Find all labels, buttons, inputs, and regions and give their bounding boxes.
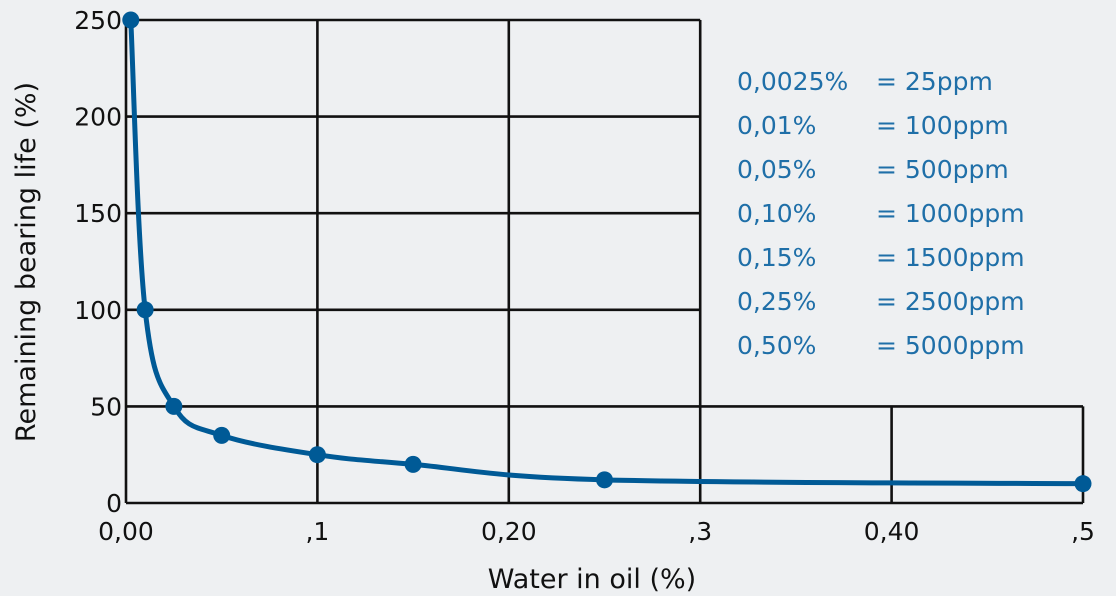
legend-percent: 0,0025% <box>737 67 848 96</box>
data-point <box>122 11 140 29</box>
legend-percent: 0,05% <box>737 155 816 184</box>
y-tick-label: 200 <box>74 103 122 132</box>
legend-ppm: = 2500ppm <box>876 287 1025 316</box>
y-axis-title: Remaining bearing life (%) <box>11 82 42 442</box>
x-tick-labels: 0,00 ,1 0,20 ,3 0,40 ,5 <box>98 517 1095 546</box>
y-tick-label: 250 <box>74 6 122 35</box>
data-point <box>213 426 231 444</box>
x-tick-label: 0,40 <box>864 517 920 546</box>
legend-percent: 0,25% <box>737 287 816 316</box>
y-tick-label: 150 <box>74 199 122 228</box>
y-tick-labels: 0 50 100 150 200 250 <box>74 6 122 518</box>
conversion-legend: 0,0025% = 25ppm 0,01% = 100ppm 0,05% = 500ppm… <box>737 67 1025 360</box>
legend-ppm: = 500ppm <box>876 155 1009 184</box>
data-point <box>136 301 154 319</box>
legend-percent: 0,15% <box>737 243 816 272</box>
data-point <box>308 446 326 464</box>
x-axis-title: Water in oil (%) <box>488 564 696 595</box>
x-tick-label: ,3 <box>688 517 712 546</box>
legend-ppm: = 1500ppm <box>876 243 1025 272</box>
data-point <box>165 397 183 415</box>
legend-percent: 0,50% <box>737 331 816 360</box>
legend-ppm: = 5000ppm <box>876 331 1025 360</box>
legend-percent: 0,10% <box>737 199 816 228</box>
legend-ppm: = 25ppm <box>876 67 993 96</box>
axes <box>124 20 1083 505</box>
y-tick-label: 50 <box>90 392 122 421</box>
data-point <box>596 471 613 489</box>
x-tick-label: 0,00 <box>98 517 154 546</box>
x-tick-label: ,1 <box>305 517 329 546</box>
data-point <box>1074 475 1092 493</box>
x-tick-label: 0,20 <box>481 517 537 546</box>
legend-ppm: = 100ppm <box>876 111 1009 140</box>
data-point <box>404 455 422 473</box>
x-tick-label: ,5 <box>1071 517 1095 546</box>
y-tick-label: 100 <box>74 296 122 325</box>
legend-percent: 0,01% <box>737 111 816 140</box>
grid <box>126 18 1085 503</box>
y-tick-label: 0 <box>106 489 122 518</box>
series <box>122 11 1092 493</box>
legend-ppm: = 1000ppm <box>876 199 1025 228</box>
